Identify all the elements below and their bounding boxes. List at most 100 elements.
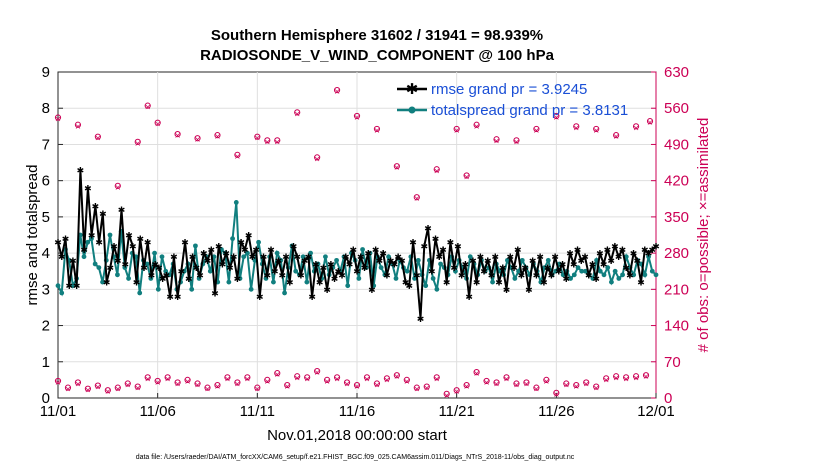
spread-point bbox=[245, 250, 250, 256]
rmse-point: ✱ bbox=[574, 246, 582, 256]
obs-possible-point bbox=[423, 383, 430, 390]
spread-point bbox=[70, 283, 76, 289]
rmse-point: ✱ bbox=[428, 268, 436, 278]
rmse-point: ✱ bbox=[252, 246, 260, 256]
obs-possible-point bbox=[393, 372, 400, 379]
obs-possible-point bbox=[314, 154, 321, 161]
spread-point bbox=[612, 268, 618, 274]
legend-rmse-marker: ✱ bbox=[406, 80, 419, 98]
obs-assimilated-point: × bbox=[314, 368, 321, 377]
spread-point bbox=[300, 254, 306, 260]
y2-tick-label: 280 bbox=[664, 245, 689, 262]
legend-spread-marker bbox=[408, 106, 416, 114]
rmse-point: ✱ bbox=[488, 271, 496, 281]
rmse-point: ✱ bbox=[544, 264, 552, 274]
obs-assimilated-point: × bbox=[413, 385, 420, 394]
rmse-point: ✱ bbox=[320, 264, 328, 274]
y-tick-label: 8 bbox=[42, 100, 50, 117]
obs-assimilated-point: × bbox=[374, 381, 381, 390]
rmse-point: ✱ bbox=[237, 239, 245, 249]
rmse-point: ✱ bbox=[525, 286, 533, 296]
x-axis-ticks: 11/01 11/06 11/11 11/16 11/21 11/26 12/01 bbox=[40, 393, 675, 420]
rmse-point: ✱ bbox=[264, 271, 272, 281]
rmse-point: ✱ bbox=[413, 271, 421, 281]
x-tick-label: 11/21 bbox=[438, 403, 474, 420]
obs-possible-point bbox=[483, 377, 490, 385]
obs-assimilated-point: × bbox=[593, 126, 600, 135]
spread-point bbox=[642, 272, 648, 278]
spread-point bbox=[542, 265, 547, 270]
obs-possible-point bbox=[443, 390, 450, 397]
obs-possible-point bbox=[433, 166, 440, 173]
y-tick-label: 4 bbox=[42, 245, 50, 262]
rmse-point: ✱ bbox=[559, 260, 567, 270]
rmse-point: ✱ bbox=[77, 166, 85, 176]
obs-assimilated-point: × bbox=[134, 139, 141, 148]
spread-point bbox=[181, 268, 187, 274]
rmse-point: ✱ bbox=[514, 246, 522, 256]
obs-possible-point bbox=[463, 172, 470, 179]
rmse-point: ✱ bbox=[596, 250, 604, 260]
spread-point bbox=[167, 272, 172, 278]
rmse-point: ✱ bbox=[249, 253, 257, 263]
obs-assimilated-point: × bbox=[493, 136, 500, 145]
obs-assimilated-point: × bbox=[344, 379, 351, 388]
spread-point bbox=[100, 279, 105, 285]
obs-possible-point bbox=[573, 381, 580, 389]
obs-assimilated-point: × bbox=[244, 374, 251, 383]
y2-tick-label: 0 bbox=[664, 390, 672, 407]
y2-tick-label: 490 bbox=[664, 136, 689, 153]
obs-possible-point bbox=[74, 121, 82, 128]
obs-possible-point bbox=[373, 380, 381, 387]
rmse-point: ✱ bbox=[107, 264, 115, 274]
rmse-point: ✱ bbox=[260, 253, 268, 263]
rmse-point: ✱ bbox=[129, 242, 137, 252]
y2-tick-label: 560 bbox=[664, 100, 689, 117]
y-tick-label: 6 bbox=[42, 173, 50, 190]
obs-possible-point bbox=[613, 132, 620, 139]
spread-point bbox=[653, 272, 659, 278]
obs-possible-point bbox=[234, 379, 241, 386]
spread-point bbox=[144, 261, 150, 267]
obs-possible-point bbox=[274, 137, 281, 144]
rmse-point: ✱ bbox=[65, 282, 73, 292]
obs-possible-point bbox=[314, 367, 321, 375]
rmse-point: ✱ bbox=[619, 246, 627, 256]
spread-point bbox=[620, 272, 625, 278]
obs-possible-point bbox=[294, 109, 301, 116]
rmse-point: ✱ bbox=[551, 253, 559, 263]
obs-possible-point bbox=[533, 384, 540, 391]
x-tick-label: 11/06 bbox=[139, 403, 175, 420]
rmse-point: ✱ bbox=[652, 242, 660, 252]
rmse-point: ✱ bbox=[563, 275, 571, 285]
rmse-point: ✱ bbox=[110, 242, 118, 252]
rmse-point: ✱ bbox=[372, 246, 380, 256]
x-tick-label: 11/11 bbox=[240, 403, 275, 420]
rmse-point: ✱ bbox=[477, 253, 485, 263]
rmse-point: ✱ bbox=[245, 232, 253, 242]
obs-possible-point bbox=[204, 384, 211, 391]
spread-point bbox=[583, 268, 588, 274]
obs-possible-point bbox=[154, 377, 161, 385]
rmse-point: ✱ bbox=[148, 271, 156, 281]
rmse-point: ✱ bbox=[424, 224, 432, 234]
y2-tick-label: 70 bbox=[664, 354, 681, 371]
rmse-point: ✱ bbox=[200, 250, 208, 260]
rmse-point: ✱ bbox=[533, 271, 541, 281]
obs-possible-point bbox=[593, 383, 600, 390]
spread-point bbox=[646, 254, 651, 260]
spread-point bbox=[590, 276, 596, 281]
data-file-footer: data file: /Users/raeder/DAI/ATM_forcXX/… bbox=[136, 454, 575, 461]
obs-possible-point bbox=[642, 372, 650, 379]
spread-point bbox=[274, 250, 280, 256]
obs-possible-point bbox=[264, 137, 271, 144]
rmse-point: ✱ bbox=[589, 260, 597, 270]
spread-point bbox=[230, 236, 235, 242]
rmse-point: ✱ bbox=[178, 268, 186, 278]
obs-possible-point bbox=[94, 133, 101, 140]
rmse-point: ✱ bbox=[364, 250, 372, 260]
rmse-point: ✱ bbox=[417, 315, 425, 325]
obs-possible-point bbox=[523, 379, 530, 386]
obs-possible-point bbox=[543, 376, 550, 383]
obs-assimilated-point: × bbox=[453, 387, 460, 396]
